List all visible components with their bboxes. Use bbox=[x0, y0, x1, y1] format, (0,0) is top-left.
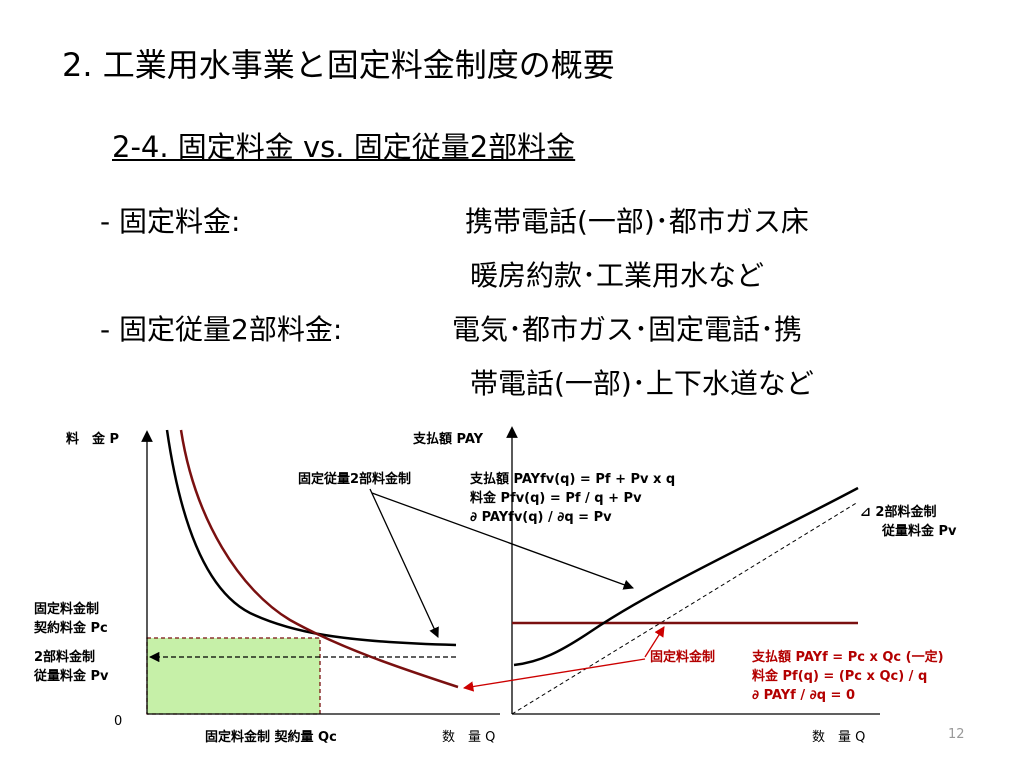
callout-arrow-fixed-right bbox=[644, 626, 665, 658]
pc-label-line-1: 固定料金制 bbox=[34, 602, 100, 617]
bullet-fixed-desc-1: 携帯電話(一部)･都市ガス床 bbox=[465, 205, 809, 238]
bullet-two-part-label: - 固定従量2部料金: bbox=[100, 313, 343, 346]
pv-label-line-1: 2部料金制 bbox=[34, 650, 96, 665]
left-x-axis-label: 数 量 Q bbox=[442, 730, 496, 745]
right-y-axis-label: 支払額 PAY bbox=[413, 432, 484, 447]
slope-label-line-2: 従量料金 Pv bbox=[882, 524, 957, 539]
two-part-formula-3: ∂ PAYfv(q) / ∂q = Pv bbox=[470, 510, 612, 525]
bullet-fixed-desc-2: 暖房約款･工業用水など bbox=[470, 259, 765, 292]
callout-arrow-fixed-left bbox=[462, 658, 646, 692]
slide-subtitle: 2-4. 固定料金 vs. 固定従量2部料金 bbox=[112, 130, 576, 164]
slope-label-line-1: ⊿ 2部料金制 bbox=[860, 505, 937, 520]
callout-arrow-two-part-right bbox=[371, 492, 634, 590]
fixed-annotation-name: 固定料金制 bbox=[650, 650, 716, 665]
two-part-price-curve bbox=[165, 429, 457, 647]
slope-reference-line bbox=[511, 501, 859, 715]
two-part-formula-2: 料金 Pfv(q) = Pf / q + Pv bbox=[470, 491, 642, 506]
pc-label-line-2: 契約料金 Pc bbox=[34, 621, 108, 636]
slide-title: 2. 工業用水事業と固定料金制度の概要 bbox=[62, 46, 615, 84]
fixed-formula-2: 料金 Pf(q) = (Pc x Qc) / q bbox=[752, 669, 928, 684]
bullet-two-part-desc-1: 電気･都市ガス･固定電話･携 bbox=[452, 313, 803, 346]
bullet-fixed-label: - 固定料金: bbox=[100, 205, 241, 238]
callout-arrow-two-part-left bbox=[369, 488, 439, 638]
two-part-pay-curve bbox=[513, 486, 859, 667]
bullet-two-part-desc-2: 帯電話(一部)･上下水道など bbox=[470, 367, 814, 400]
fixed-price-curve bbox=[179, 429, 459, 689]
origin-label: 0 bbox=[114, 714, 123, 729]
qc-label: 固定料金制 契約量 Qc bbox=[205, 730, 337, 745]
two-part-formula-1: 支払額 PAYfv(q) = Pf + Pv x q bbox=[470, 472, 676, 487]
left-y-axis-label: 料 金 P bbox=[66, 432, 120, 447]
page-number: 12 bbox=[948, 727, 965, 742]
pv-label-line-2: 従量料金 Pv bbox=[34, 669, 109, 684]
right-x-axis-label: 数 量 Q bbox=[812, 730, 866, 745]
fixed-formula-3: ∂ PAYf / ∂q = 0 bbox=[752, 688, 855, 703]
fixed-formula-1: 支払額 PAYf = Pc x Qc (一定) bbox=[752, 650, 944, 665]
two-part-annotation-name: 固定従量2部料金制 bbox=[298, 472, 412, 487]
fixed-charge-area bbox=[146, 637, 321, 715]
